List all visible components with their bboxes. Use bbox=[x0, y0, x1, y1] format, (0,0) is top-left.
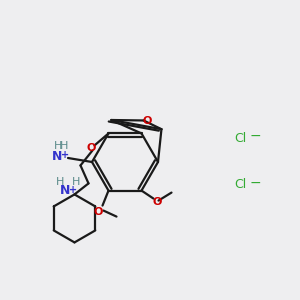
Text: −: − bbox=[249, 129, 261, 143]
Text: H: H bbox=[56, 177, 65, 188]
Text: Cl: Cl bbox=[234, 178, 246, 191]
Text: H: H bbox=[54, 141, 62, 151]
Text: H: H bbox=[60, 141, 68, 151]
Text: Cl: Cl bbox=[234, 131, 246, 145]
Text: O: O bbox=[143, 116, 152, 127]
Text: N: N bbox=[52, 151, 62, 164]
Text: −: − bbox=[249, 176, 261, 190]
Text: N: N bbox=[60, 184, 71, 197]
Text: +: + bbox=[61, 150, 69, 160]
Text: +: + bbox=[69, 185, 78, 195]
Text: O: O bbox=[94, 207, 103, 217]
Text: O: O bbox=[153, 196, 162, 207]
Text: O: O bbox=[87, 143, 96, 153]
Text: H: H bbox=[72, 177, 81, 188]
